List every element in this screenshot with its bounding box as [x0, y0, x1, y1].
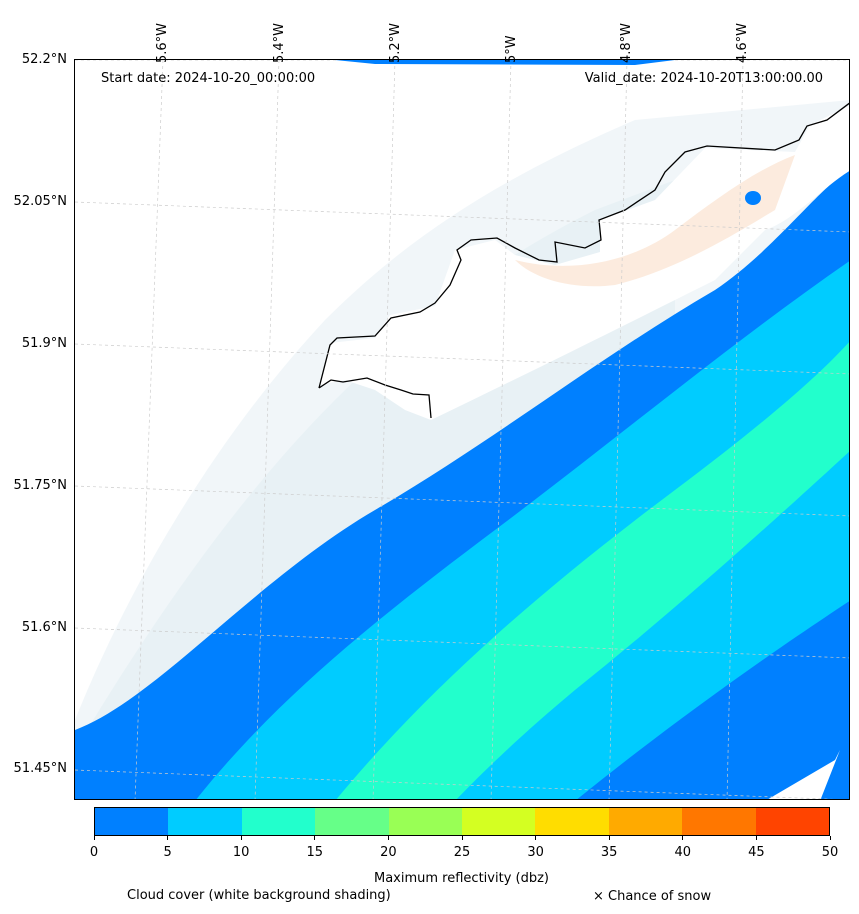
colorbar-tick-label: 5: [163, 845, 172, 860]
colorbar-tick-mark: [535, 836, 537, 840]
colorbar-tick-label: 40: [674, 845, 692, 860]
colorbar-tick-mark: [167, 836, 169, 840]
colorbar-tick-mark: [608, 836, 610, 840]
colorbar-tick-label: 15: [306, 845, 324, 860]
colorbar-tick-label: 20: [380, 845, 397, 860]
lat-label-51-75: 51.75°N: [13, 478, 67, 493]
reflectivity-band-15-20-lower: [457, 500, 849, 799]
land-area: [319, 105, 849, 420]
colorbar-tick-mark: [682, 836, 684, 840]
valid-date-label: Valid_date: 2024-10-20T13:00:00.00: [584, 71, 823, 86]
colorbar-label: Maximum reflectivity (dbz): [374, 871, 549, 886]
colorbar-tick-label: 25: [453, 845, 471, 860]
lon-label-5-2: 5.2°W: [388, 22, 403, 63]
colorbar-tick-mark: [314, 836, 316, 840]
lon-label-5-4: 5.4°W: [272, 22, 287, 63]
colorbar-tick-label: 35: [600, 845, 618, 860]
colorbar-tick-label: 50: [821, 845, 839, 860]
colorbar-segment: [168, 808, 242, 835]
reflectivity-band-20-25: [336, 342, 849, 799]
reflectivity-cell: [745, 191, 761, 205]
snow-chance-note: × Chance of snow: [593, 889, 712, 904]
lon-label-5-0: 5°W: [504, 35, 519, 63]
clear-patch: [768, 750, 840, 799]
colorbar-tick-mark: [387, 836, 389, 840]
cloud-cover-note: Cloud cover (white background shading): [127, 888, 391, 903]
lon-label-4-8: 4.8°W: [619, 22, 634, 63]
lat-label-52-05: 52.05°N: [13, 194, 67, 209]
reflectivity-map: [75, 60, 849, 799]
start-date-label: Start date: 2024-10-20_00:00:00: [101, 71, 316, 86]
colorbar-tick-mark: [755, 836, 757, 840]
map-panel[interactable]: [74, 59, 850, 800]
lon-label-4-6: 4.6°W: [735, 22, 750, 63]
colorbar-segment: [95, 808, 169, 835]
colorbar-segment: [755, 808, 830, 835]
colorbar-segment: [241, 808, 316, 835]
colorbar-tick-label: 45: [748, 845, 765, 860]
colorbar-segment: [682, 808, 756, 835]
coastline: [318, 102, 849, 419]
colorbar-tick-mark: [829, 836, 831, 840]
colorbar-tick-mark: [240, 836, 242, 840]
colorbar-segment: [608, 808, 683, 835]
colorbar-tick-label: 30: [527, 845, 544, 860]
reflectivity-top-strip: [335, 60, 675, 65]
lat-label-51-6: 51.6°N: [21, 620, 67, 635]
lat-label-52-2: 52.2°N: [21, 52, 67, 67]
lon-label-5-6: 5.6°W: [155, 22, 170, 63]
colorbar-segment: [315, 808, 389, 835]
colorbar-tick-mark: [461, 836, 463, 840]
reflectivity-colorbar: [94, 807, 830, 836]
colorbar-segment: [535, 808, 609, 835]
colorbar-segment: [462, 808, 536, 835]
lat-label-51-45: 51.45°N: [13, 761, 67, 776]
colorbar-tick-label: 0: [89, 845, 99, 860]
lat-label-51-9: 51.9°N: [21, 336, 67, 351]
colorbar-tick-label: 10: [232, 845, 250, 860]
colorbar-segment: [388, 808, 463, 835]
reflectivity-band-10-15-lower: [577, 601, 849, 799]
colorbar-tick-mark: [93, 836, 95, 840]
land-shading: [515, 155, 795, 287]
